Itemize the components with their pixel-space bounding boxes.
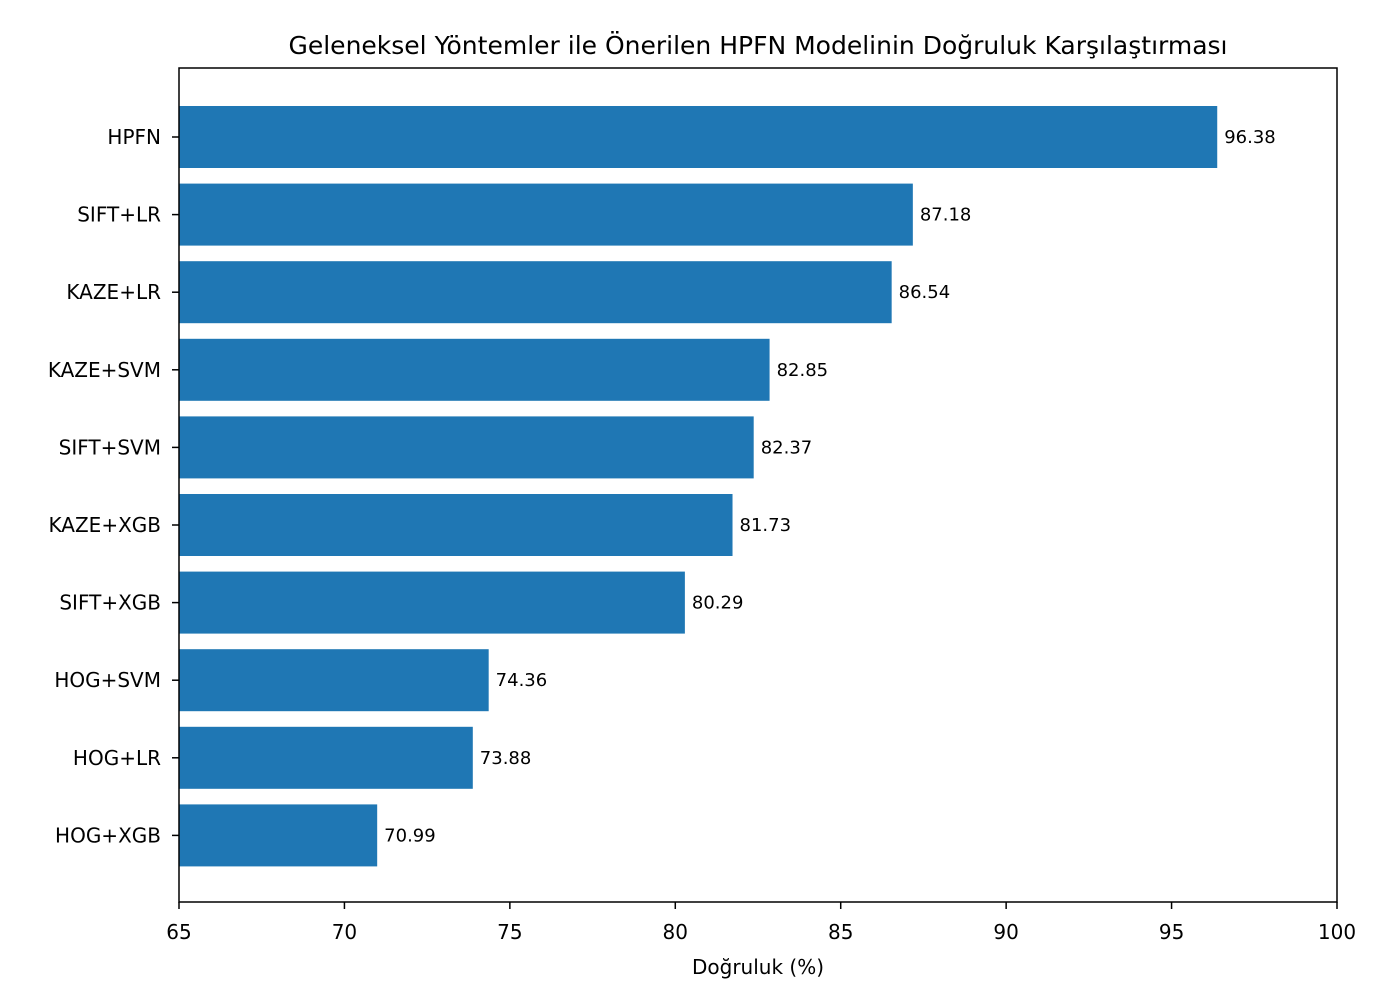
bar-0 [179,106,1218,168]
bar-9 [179,804,378,867]
x-axis-label: Doğruluk (%) [692,955,824,979]
x-tick-label: 95 [1159,920,1184,944]
x-tick-label: 70 [332,920,357,944]
bar-value-label: 74.36 [496,670,548,691]
bar-7 [179,649,489,712]
x-tick-label: 100 [1318,920,1356,944]
x-tick-label: 90 [993,920,1018,944]
plot-frame [178,67,1338,903]
bar-value-label: 80.29 [692,593,744,614]
y-tick-label: KAZE+SVM [48,358,161,382]
bar-value-label: 73.88 [480,748,532,769]
y-tick-label: HOG+SVM [54,668,161,692]
y-tick-label: KAZE+LR [66,280,161,304]
bar-3 [179,338,770,401]
bar-4 [179,416,754,479]
bar-2 [179,261,892,324]
bar-1 [179,183,913,246]
y-tick-label: SIFT+XGB [59,591,161,615]
y-tick-label: SIFT+SVM [59,435,161,459]
bar-value-label: 70.99 [384,825,436,846]
x-tick-label: 75 [497,920,522,944]
bar-value-label: 82.85 [777,360,829,381]
bar-6 [179,571,685,634]
y-tick-label: HOG+LR [73,746,161,770]
x-ticks: 65 70 75 80 85 90 95 100 [166,902,1356,944]
y-tick-label: KAZE+XGB [49,513,161,537]
bar-value-label: 81.73 [740,515,792,536]
bar-5 [179,494,733,556]
bar-value-label: 82.37 [761,437,813,458]
bar-value-label: 86.54 [899,282,951,303]
x-tick-label: 65 [166,920,191,944]
y-tick-labels: HPFN SIFT+LR KAZE+LR KAZE+SVM SIFT+SVM KAZE+X… [48,125,179,847]
bar-value-label: 87.18 [920,205,972,226]
y-tick-label: HOG+XGB [55,823,161,847]
x-tick-label: 85 [828,920,853,944]
y-tick-label: SIFT+LR [77,203,161,227]
x-tick-label: 80 [663,920,688,944]
chart-title: Geleneksel Yöntemler ile Önerilen HPFN M… [288,31,1227,60]
bar-value-label: 96.38 [1224,127,1276,148]
bar-8 [179,726,473,789]
bars-layer: 96.38 87.18 86.54 82.85 82.37 81.73 80.29 74.36… [179,106,1276,867]
y-tick-label: HPFN [107,125,161,149]
